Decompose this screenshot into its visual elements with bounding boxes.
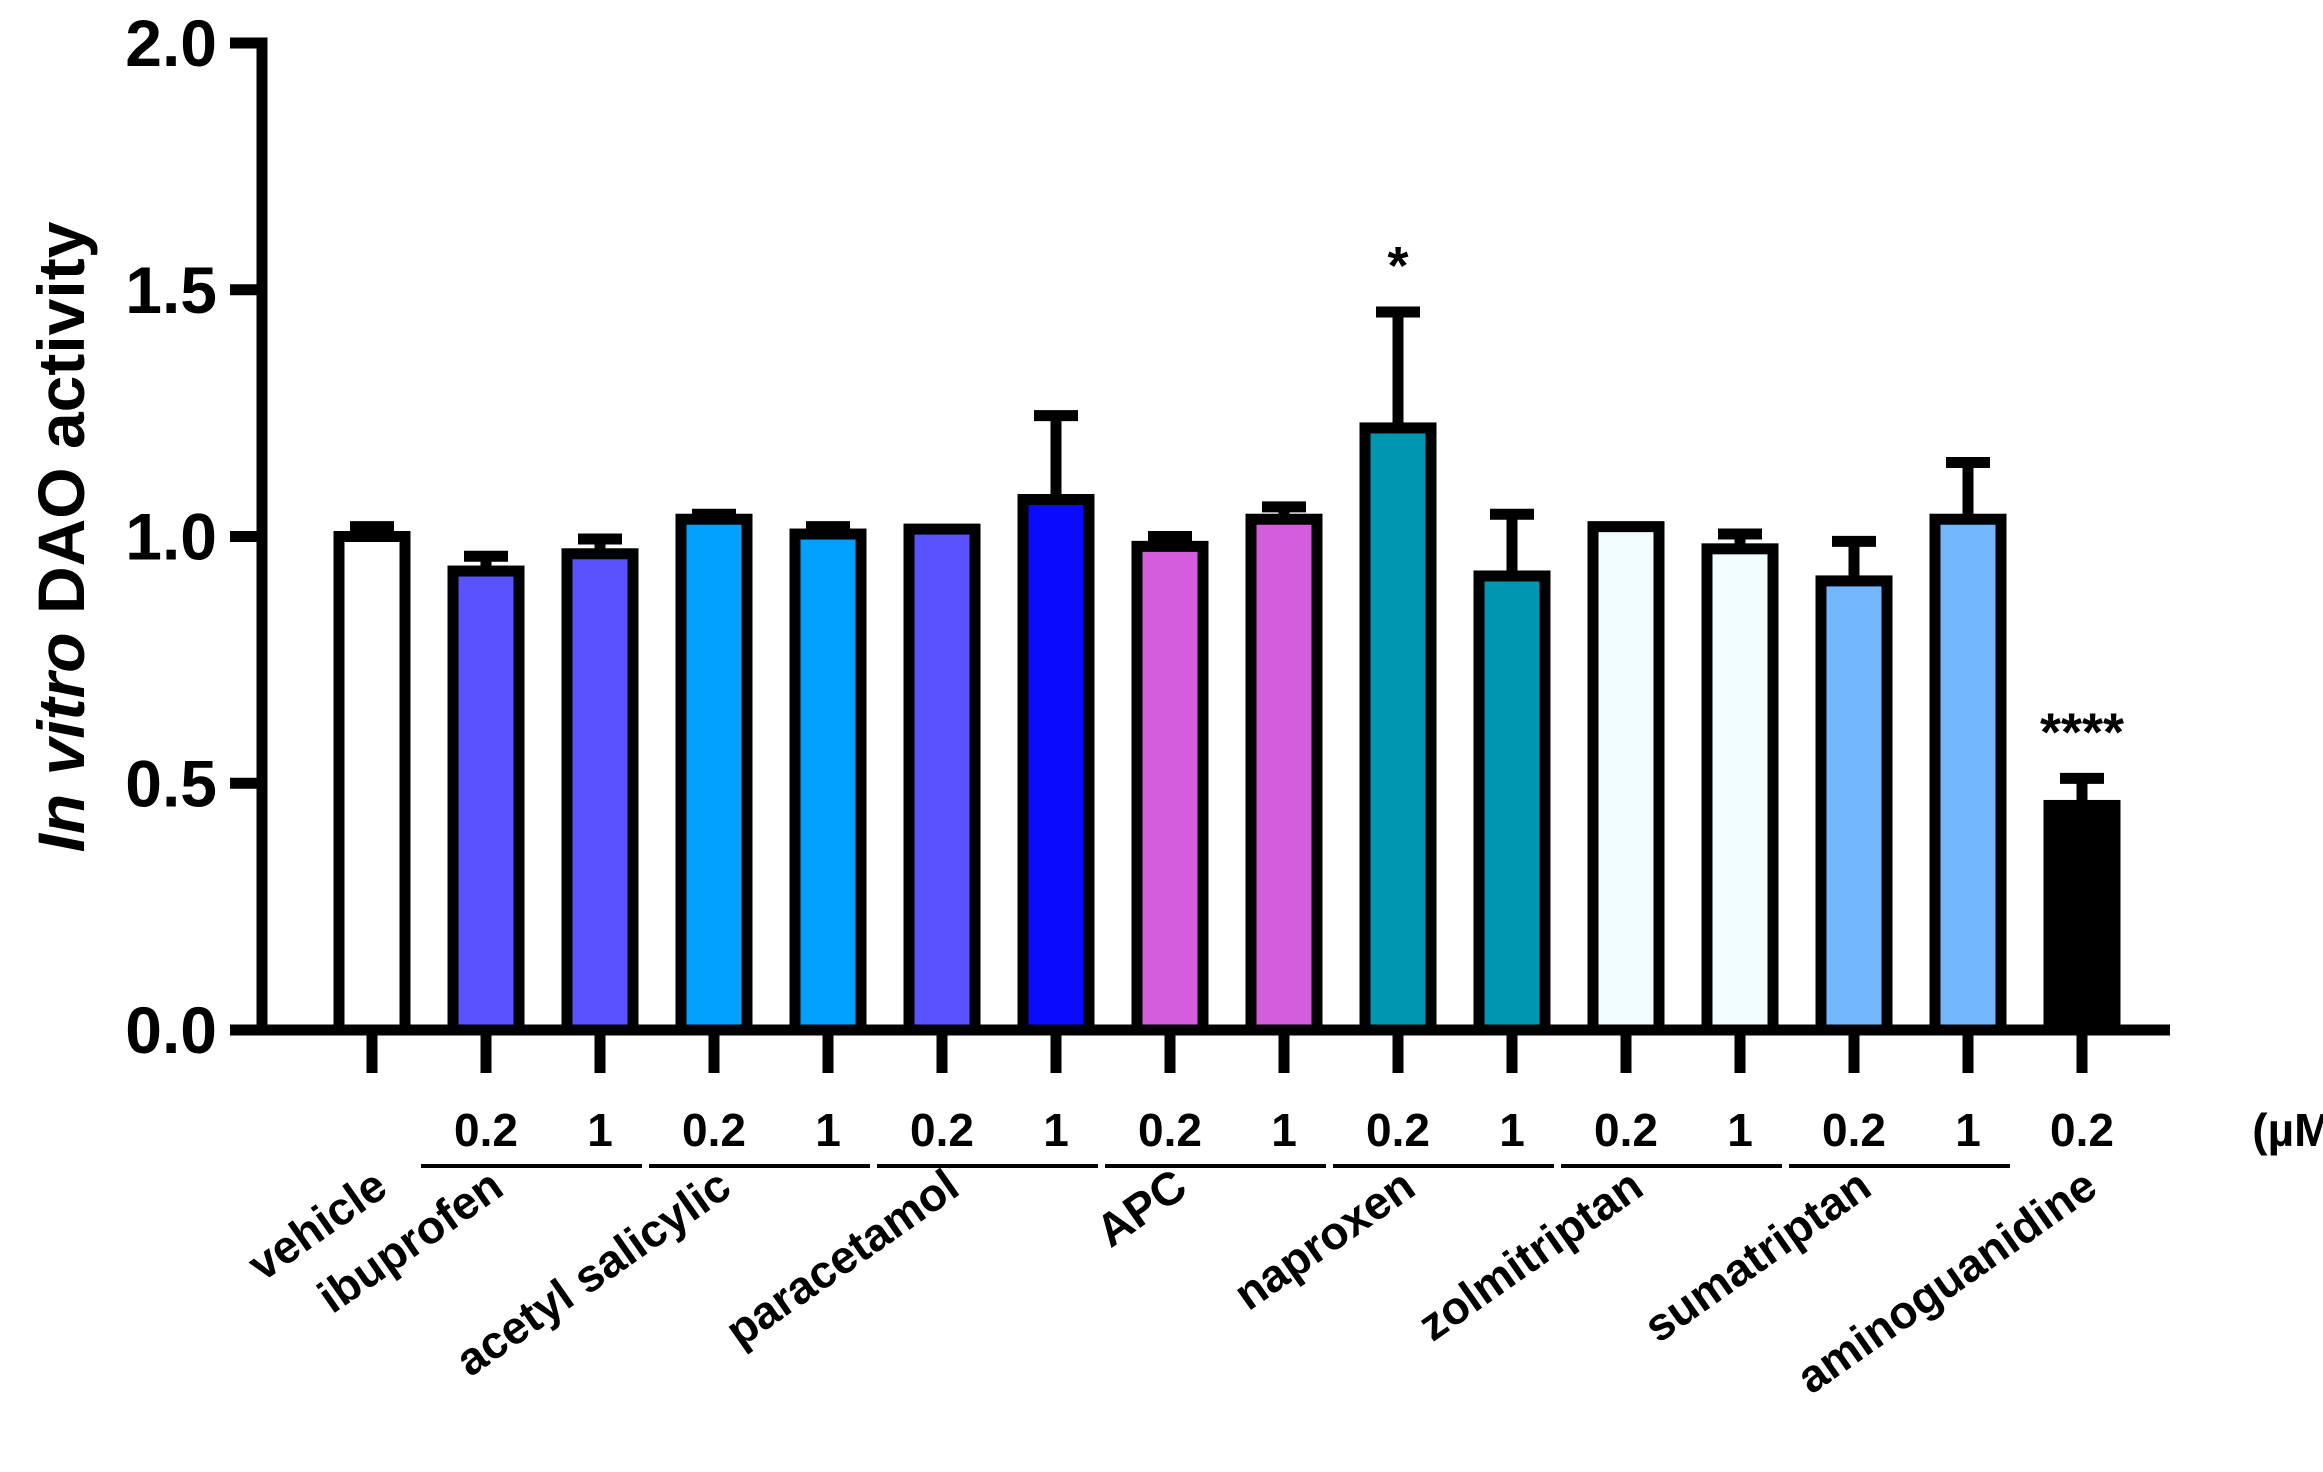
group-label: naproxen bbox=[1224, 1159, 1423, 1320]
y-tick-label: 0.0 bbox=[125, 993, 217, 1067]
concentration-label: 0.2 bbox=[910, 1104, 974, 1156]
group-label: zolmitriptan bbox=[1408, 1159, 1651, 1351]
concentration-label: 0.2 bbox=[454, 1104, 518, 1156]
concentration-label: 1 bbox=[1271, 1104, 1297, 1156]
y-tick-label: 1.0 bbox=[125, 500, 217, 574]
concentration-label: 1 bbox=[1499, 1104, 1525, 1156]
bar bbox=[1701, 543, 1779, 1036]
bar bbox=[903, 523, 981, 1036]
concentration-label: 0.2 bbox=[1822, 1104, 1886, 1156]
group-label: paracetamol bbox=[716, 1159, 968, 1357]
bar bbox=[1245, 513, 1323, 1036]
concentration-label: 0.2 bbox=[1138, 1104, 1202, 1156]
concentration-label: 1 bbox=[587, 1104, 613, 1156]
concentration-label: 1 bbox=[1727, 1104, 1753, 1156]
group-label: APC bbox=[1086, 1159, 1195, 1257]
bar bbox=[1473, 570, 1551, 1036]
bar bbox=[2043, 799, 2121, 1036]
concentration-label: 1 bbox=[1043, 1104, 1069, 1156]
significance-marker: **** bbox=[2040, 702, 2124, 762]
bar bbox=[1131, 540, 1209, 1036]
bar bbox=[447, 565, 525, 1036]
unit-label: (µM) bbox=[2252, 1104, 2323, 1156]
bar bbox=[333, 531, 411, 1036]
significance-marker: * bbox=[1387, 236, 1408, 296]
bar bbox=[789, 528, 867, 1036]
y-axis-label-italic: In vitro bbox=[24, 632, 98, 852]
bar bbox=[1929, 513, 2007, 1036]
y-tick-label: 1.5 bbox=[125, 253, 217, 327]
concentration-label: 1 bbox=[1955, 1104, 1981, 1156]
concentration-label: 1 bbox=[815, 1104, 841, 1156]
y-axis-label: In vitro DAO activity bbox=[24, 221, 98, 852]
bar bbox=[675, 513, 753, 1036]
bar bbox=[1815, 575, 1893, 1036]
concentration-label: 0.2 bbox=[1594, 1104, 1658, 1156]
bar bbox=[1017, 493, 1095, 1036]
y-tick-label: 2.0 bbox=[125, 6, 217, 80]
bar bbox=[1359, 422, 1437, 1036]
concentration-label: 0.2 bbox=[2050, 1104, 2114, 1156]
bar bbox=[1587, 521, 1665, 1036]
y-tick-label: 0.5 bbox=[125, 746, 217, 820]
concentration-label: 0.2 bbox=[1366, 1104, 1430, 1156]
y-axis-label-text: DAO activity bbox=[24, 221, 98, 632]
bar bbox=[561, 548, 639, 1036]
concentration-label: 0.2 bbox=[682, 1104, 746, 1156]
